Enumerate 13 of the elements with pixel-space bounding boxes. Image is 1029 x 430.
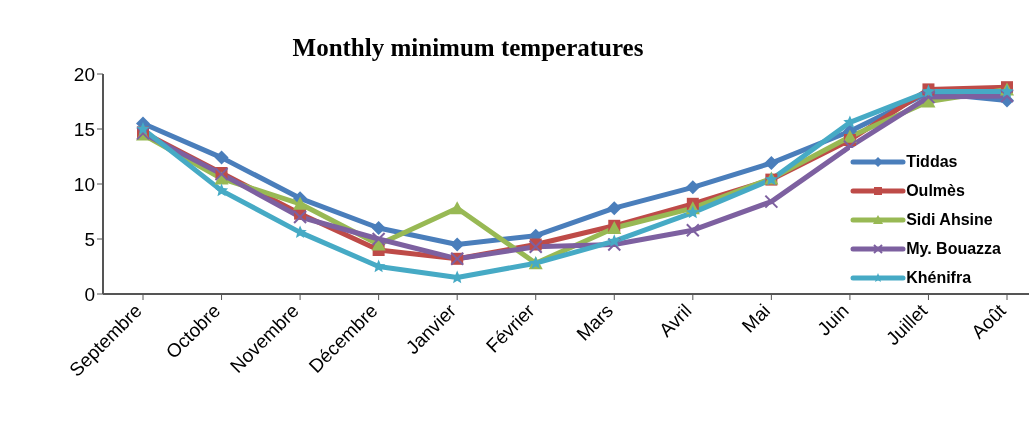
y-tick-label: 15 <box>73 118 95 140</box>
legend-label: My. Bouazza <box>906 239 1001 258</box>
legend-label: Sidi Ahsine <box>906 210 993 229</box>
x-tick-label: Juin <box>813 299 853 340</box>
y-tick-label: 5 <box>84 228 95 250</box>
legend-label: Khénifra <box>906 268 972 287</box>
x-tick-label: Mai <box>737 299 775 337</box>
legend-label: Tiddas <box>906 152 958 171</box>
y-tick-label: 0 <box>84 283 95 305</box>
y-tick-label: 20 <box>73 63 95 85</box>
chart-title: Monthly minimum temperatures <box>291 34 645 62</box>
y-tick-label: 10 <box>73 173 95 195</box>
legend-label: Oulmès <box>906 181 965 200</box>
